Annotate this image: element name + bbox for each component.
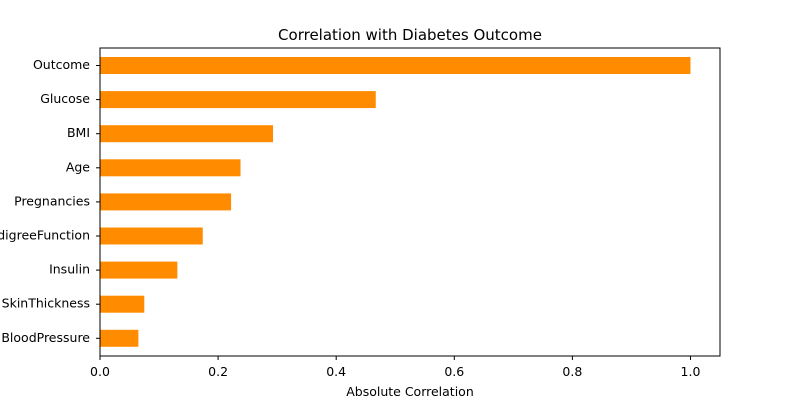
x-tick-label: 0.8 <box>562 364 582 379</box>
x-tick-label: 0.4 <box>326 364 346 379</box>
bar-glucose <box>100 91 376 109</box>
y-tick-label-skin-thickness: SkinThickness <box>2 296 90 311</box>
y-tick-label-blood-pressure: BloodPressure <box>1 330 90 345</box>
y-tick-label-outcome: Outcome <box>33 57 90 72</box>
y-axis-ticks: Outcome Glucose BMI Age Pregnancies DiabetesP… <box>0 57 100 345</box>
x-tick-label: 0.0 <box>90 364 110 379</box>
x-axis-label: Absolute Correlation <box>346 384 474 399</box>
y-tick-label-diabetes-pedigree-function: DiabetesPedigreeFunction <box>0 228 90 243</box>
bar-outcome <box>100 57 691 74</box>
bar-pregnancies <box>100 193 232 211</box>
y-tick-label-pregnancies: Pregnancies <box>14 193 90 208</box>
y-tick-label-age: Age <box>66 159 90 174</box>
bar-diabetes-pedigree-function <box>100 227 203 245</box>
x-tick-label: 0.2 <box>208 364 228 379</box>
y-tick-label-bmi: BMI <box>67 125 90 140</box>
bar-blood-pressure <box>100 329 139 347</box>
bars-group <box>100 57 691 347</box>
bar-bmi <box>100 125 274 143</box>
x-tick-label: 0.6 <box>444 364 464 379</box>
plot-frame <box>99 47 721 357</box>
x-tick-label: 1.0 <box>681 364 701 379</box>
y-tick-label-insulin: Insulin <box>49 262 90 277</box>
bar-age <box>100 159 241 177</box>
y-tick-label-glucose: Glucose <box>40 91 90 106</box>
bar-skin-thickness <box>100 295 145 313</box>
chart-title: Correlation with Diabetes Outcome <box>278 26 542 44</box>
bar-insulin <box>100 261 178 279</box>
x-axis-ticks: 0.0 0.2 0.4 0.6 0.8 1.0 <box>90 356 700 379</box>
